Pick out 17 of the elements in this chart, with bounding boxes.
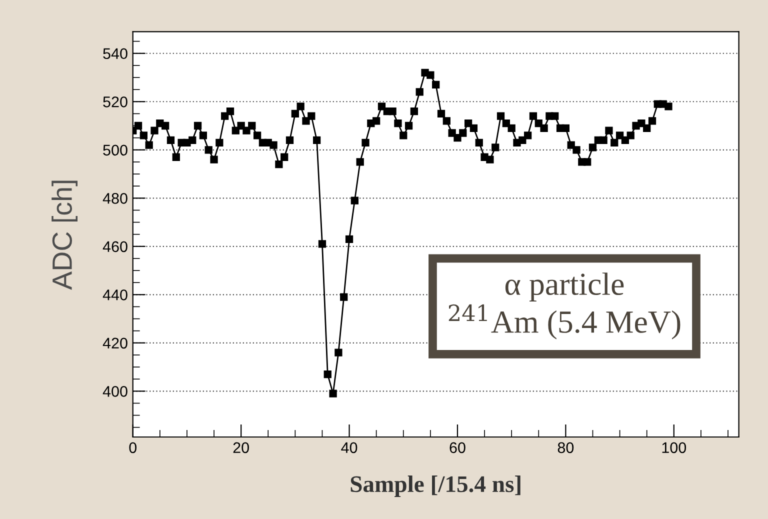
annotation: α particle $^{241}$Am (5.4 MeV) <box>448 272 680 340</box>
y-tick-label: 400 <box>102 386 128 397</box>
x-tick-label: 60 <box>450 442 466 454</box>
y-tick-label: 520 <box>103 96 128 108</box>
y-tick-label: 500 <box>103 144 128 156</box>
y-axis-title: ADC [ch] <box>52 180 78 290</box>
x-tick-label: 40 <box>341 442 358 454</box>
x-tick-label: 100 <box>662 442 686 454</box>
x-tick-label: 0 <box>129 442 137 454</box>
y-tick-label: 480 <box>102 193 128 204</box>
y-tick-label: 540 <box>103 48 128 60</box>
y-tick-label: 460 <box>102 241 128 252</box>
x-tick-label: 80 <box>558 442 574 454</box>
x-tick-label: 20 <box>233 442 249 454</box>
y-tick-label: 440 <box>102 290 128 300</box>
x-axis-title: Sample [/15.4 ns] <box>350 476 520 497</box>
y-tick-label: 420 <box>102 338 128 349</box>
